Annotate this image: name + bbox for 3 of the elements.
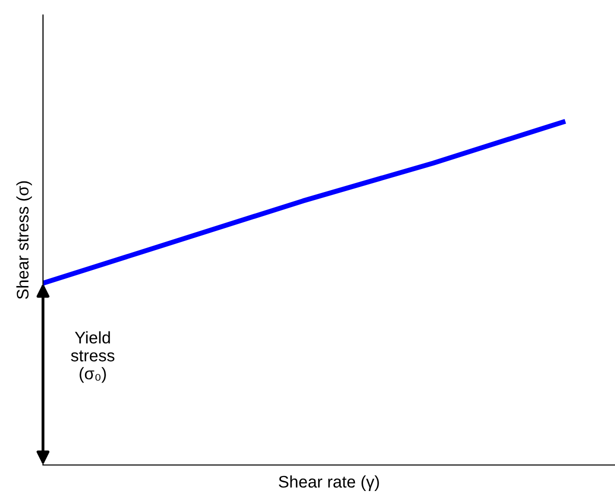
y-axis-title: Shear stress (σ) xyxy=(16,181,32,300)
annotation: Yield stress (σ₀) xyxy=(71,331,114,383)
x-axis-title: Shear rate (γ) xyxy=(278,475,379,491)
